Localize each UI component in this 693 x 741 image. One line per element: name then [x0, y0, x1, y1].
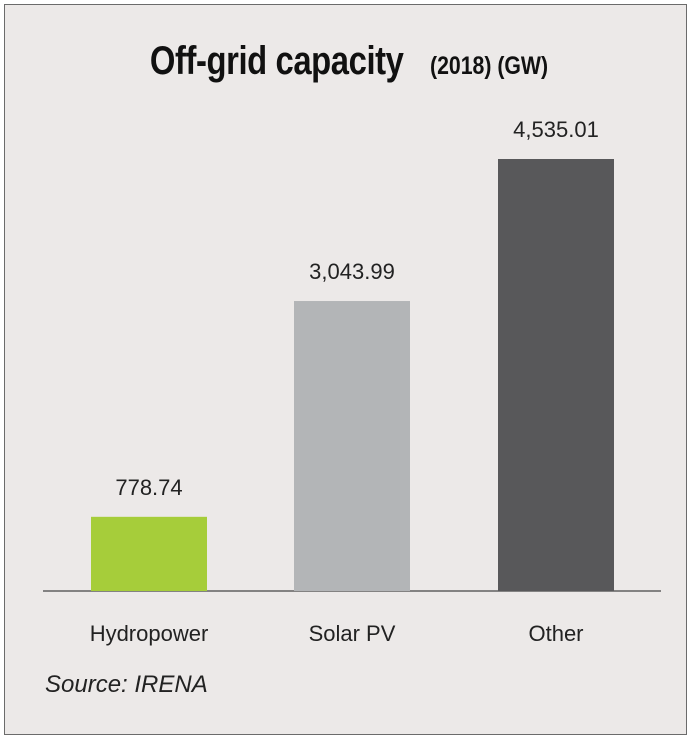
chart-title: Off-grid capacity (2018) (GW) — [5, 39, 686, 84]
bar-chart: 778.74 Hydropower 3,043.99 Solar PV 4,535.01… — [43, 117, 661, 646]
bar-other — [498, 159, 614, 591]
bar-hydropower — [91, 516, 207, 591]
chart-title-main: Off-grid capacity — [149, 39, 404, 83]
chart-title-units: (2018) (GW) — [429, 52, 549, 80]
bar-solar-pv — [294, 301, 410, 591]
value-label: 778.74 — [115, 475, 182, 500]
value-label: 4,535.01 — [513, 117, 599, 142]
source-note: Source: IRENA — [45, 671, 208, 698]
category-label: Other — [528, 621, 583, 646]
value-label: 3,043.99 — [309, 259, 395, 284]
chart-panel: Off-grid capacity (2018) (GW) 778.74 Hydr… — [4, 4, 687, 735]
category-label: Solar PV — [309, 621, 396, 646]
category-label: Hydropower — [90, 621, 209, 646]
